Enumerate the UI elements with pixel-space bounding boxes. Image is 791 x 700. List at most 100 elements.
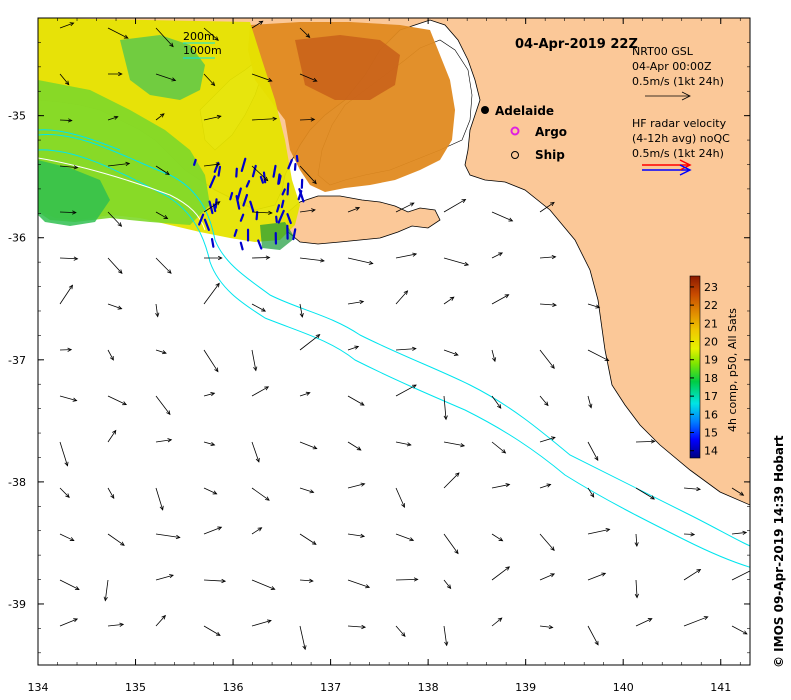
- radar-vector: [229, 191, 234, 201]
- velocity-arrow: [634, 579, 639, 599]
- velocity-arrow: [59, 579, 80, 590]
- velocity-arrow: [683, 532, 696, 537]
- velocity-arrow: [299, 73, 318, 82]
- velocity-arrow: [347, 257, 374, 265]
- velocity-arrow: [155, 438, 173, 443]
- map-title: 04-Apr-2019 22Z: [515, 37, 638, 52]
- radar-vector: [249, 200, 255, 213]
- velocity-arrow: [59, 118, 73, 123]
- velocity-arrow: [155, 73, 177, 82]
- velocity-arrow: [59, 533, 75, 541]
- velocity-arrow: [251, 73, 273, 82]
- velocity-arrow: [107, 71, 123, 77]
- velocity-arrow: [395, 290, 409, 305]
- velocity-arrow: [251, 116, 278, 121]
- velocity-arrow: [539, 201, 555, 213]
- velocity-arrow: [491, 211, 514, 222]
- velocity-arrow: [251, 210, 273, 215]
- radar-vector: [239, 241, 244, 251]
- velocity-arrow: [395, 202, 415, 213]
- radar-vector: [235, 167, 238, 178]
- velocity-arrow: [203, 282, 220, 305]
- velocity-arrow: [299, 303, 304, 318]
- radar-vector: [239, 213, 245, 222]
- velocity-arrow: [155, 395, 171, 416]
- velocity-arrow: [731, 570, 750, 581]
- velocity-arrow: [347, 395, 365, 406]
- radar-vector: [276, 204, 281, 213]
- x-tick-label: 135: [125, 681, 146, 694]
- x-tick-label: 136: [223, 681, 244, 694]
- velocity-arrow: [203, 487, 218, 495]
- velocity-arrow: [443, 395, 448, 421]
- axis-ticks: 134 135 136 137 138 139 140 141 -35 -36 -37 -38 -39: [8, 18, 750, 694]
- velocity-arrow: [107, 303, 123, 310]
- velocity-arrow: [539, 436, 556, 443]
- velocity-arrow: [107, 395, 128, 406]
- radar-vector: [210, 238, 215, 248]
- velocity-arrow: [634, 533, 639, 547]
- velocity-arrow: [587, 528, 611, 535]
- velocity-arrow: [203, 625, 221, 636]
- velocity-arrow: [155, 303, 160, 318]
- radar-vector: [257, 239, 263, 250]
- velocity-arrow: [539, 395, 549, 407]
- velocity-arrow: [203, 73, 216, 87]
- colorbar-tick-label: 21: [704, 317, 718, 330]
- colorbar-tick-label: 20: [704, 336, 718, 349]
- velocity-arrow: [539, 483, 552, 489]
- radar-vector: [275, 215, 278, 224]
- radar-vector: [203, 218, 210, 232]
- velocity-arrow: [155, 349, 167, 355]
- velocity-arrow: [203, 27, 219, 41]
- velocity-arrow: [103, 579, 109, 602]
- colorbar-tick-label: 17: [704, 390, 718, 403]
- velocity-arrow: [299, 533, 317, 545]
- velocity-arrow: [299, 487, 315, 494]
- radar-vector: [272, 164, 277, 178]
- x-tick-label: 134: [28, 681, 49, 694]
- velocity-arrow: [539, 302, 557, 307]
- model-legend-line3: 0.5m/s (1kt 24h): [632, 75, 724, 88]
- velocity-arrow: [155, 257, 172, 274]
- velocity-arrow: [107, 487, 115, 500]
- contour-200m-legend: 200m: [183, 30, 215, 43]
- velocity-arrow: [155, 27, 174, 48]
- velocity-arrow: [107, 27, 129, 39]
- velocity-arrow: [251, 386, 270, 397]
- velocity-arrow: [251, 441, 260, 463]
- velocity-arrow: [107, 211, 123, 227]
- argo-symbol: [510, 126, 520, 136]
- velocity-arrow: [587, 441, 599, 461]
- velocity-arrow: [587, 395, 593, 409]
- colorbar-tick-label: 14: [704, 445, 718, 458]
- sst-dark-patch: [260, 222, 295, 250]
- map-frame: [37, 17, 751, 666]
- velocity-arrow: [251, 619, 272, 627]
- radar-vector: [208, 175, 216, 189]
- velocity-arrow: [251, 303, 267, 312]
- radar-vector: [292, 228, 297, 241]
- ship-symbol: [511, 151, 519, 159]
- velocity-arrow: [59, 256, 79, 261]
- velocity-arrow: [731, 530, 748, 535]
- velocity-arrow: [347, 482, 366, 489]
- model-scale-arrow: [645, 91, 691, 101]
- radar-vector: [242, 193, 249, 207]
- model-velocity-vectors: [59, 20, 750, 651]
- contour-1000m: [38, 129, 750, 568]
- map-layer: Adelaide Argo Ship 04-Apr-2019 22Z 200m …: [38, 18, 750, 665]
- velocity-arrow: [299, 441, 318, 450]
- velocity-arrow: [107, 533, 125, 546]
- sst-green-north: [120, 35, 205, 100]
- velocity-arrow: [299, 257, 325, 263]
- velocity-arrow: [587, 572, 607, 581]
- radar-vector: [251, 164, 257, 178]
- velocity-arrow: [491, 566, 511, 581]
- radar-vector: [286, 212, 292, 225]
- velocity-arrow: [107, 257, 123, 274]
- velocity-arrow: [59, 284, 73, 305]
- kangaroo-island: [287, 195, 441, 245]
- radar-scale-arrow: [642, 159, 692, 176]
- adelaide-marker: [481, 106, 489, 114]
